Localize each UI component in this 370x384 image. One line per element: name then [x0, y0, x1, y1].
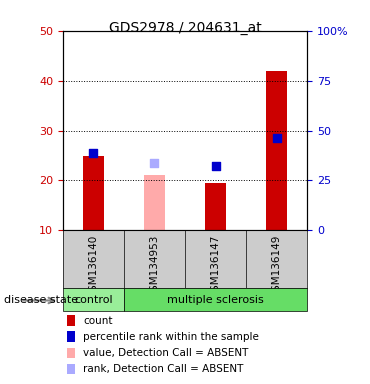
Text: rank, Detection Call = ABSENT: rank, Detection Call = ABSENT	[83, 364, 243, 374]
Point	[213, 162, 219, 169]
Bar	[63, 288, 124, 311]
Bar	[83, 156, 104, 230]
Text: value, Detection Call = ABSENT: value, Detection Call = ABSENT	[83, 348, 249, 358]
Text: GDS2978 / 204631_at: GDS2978 / 204631_at	[109, 21, 261, 35]
Text: GSM134953: GSM134953	[149, 235, 159, 298]
Point	[91, 150, 97, 156]
Text: control: control	[74, 295, 113, 305]
Text: GSM136147: GSM136147	[211, 235, 221, 298]
Text: multiple sclerosis: multiple sclerosis	[167, 295, 264, 305]
Bar	[124, 288, 307, 311]
Text: percentile rank within the sample: percentile rank within the sample	[83, 332, 259, 342]
Point	[274, 135, 280, 141]
Text: GSM136140: GSM136140	[88, 235, 98, 298]
Text: GSM136149: GSM136149	[272, 235, 282, 298]
Bar	[205, 183, 226, 230]
Bar	[266, 71, 287, 230]
Text: disease state: disease state	[4, 295, 78, 305]
Text: count: count	[83, 316, 113, 326]
Point	[152, 160, 158, 166]
Bar	[144, 175, 165, 230]
